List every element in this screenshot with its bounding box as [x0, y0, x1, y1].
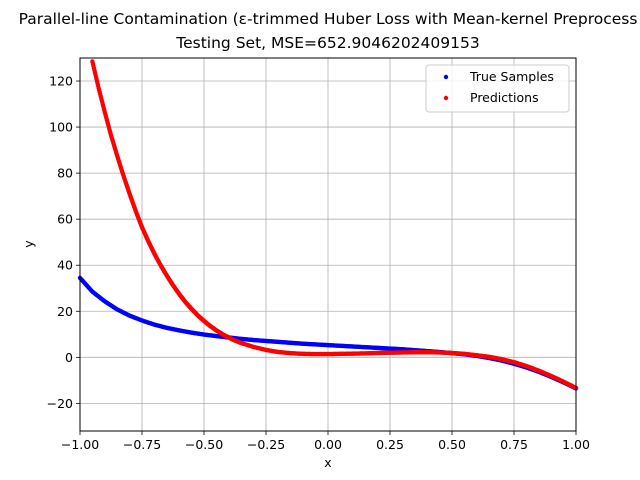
y-axis-label: y [21, 240, 36, 248]
data-points [77, 59, 579, 391]
y-tick-label: 60 [57, 212, 73, 227]
legend-marker-true-samples [443, 74, 449, 80]
legend-marker-predictions [443, 95, 449, 101]
x-tick-label: 0.00 [314, 437, 342, 452]
chart-title: Parallel-line Contamination (ε-trimmed H… [19, 10, 638, 28]
y-tick-label: 0 [65, 350, 73, 365]
x-axis: −1.00 −0.75 −0.50 −0.25 0.00 0.25 0.50 0.75 1.00 [61, 431, 590, 452]
series-true-samples [77, 275, 579, 391]
y-tick-label: 20 [57, 304, 73, 319]
grid-lines [79, 58, 577, 431]
x-tick-label: −0.25 [247, 437, 285, 452]
y-tick-label: 100 [49, 120, 73, 135]
x-tick-label: 0.75 [500, 437, 528, 452]
x-tick-label: −0.75 [123, 437, 161, 452]
x-tick-label: 0.50 [438, 437, 466, 452]
legend-label-true-samples: True Samples [469, 69, 554, 84]
x-tick-label: 0.25 [376, 437, 404, 452]
x-tick-label: −0.50 [185, 437, 223, 452]
y-tick-label: 40 [57, 258, 73, 273]
x-tick-label: −1.00 [61, 437, 99, 452]
x-axis-label: x [324, 455, 331, 470]
y-tick-label: 80 [57, 166, 73, 181]
legend: True Samples Predictions [425, 64, 570, 113]
legend-box [425, 64, 570, 113]
y-tick-label: −20 [47, 396, 73, 411]
legend-label-predictions: Predictions [470, 90, 539, 105]
y-axis: −20 0 20 40 60 80 100 120 [47, 74, 80, 411]
chart-subtitle: Testing Set, MSE=652.9046202409153 [175, 34, 479, 52]
y-tick-label: 120 [49, 74, 73, 89]
x-tick-label: 1.00 [562, 437, 590, 452]
series-predictions [90, 59, 579, 391]
